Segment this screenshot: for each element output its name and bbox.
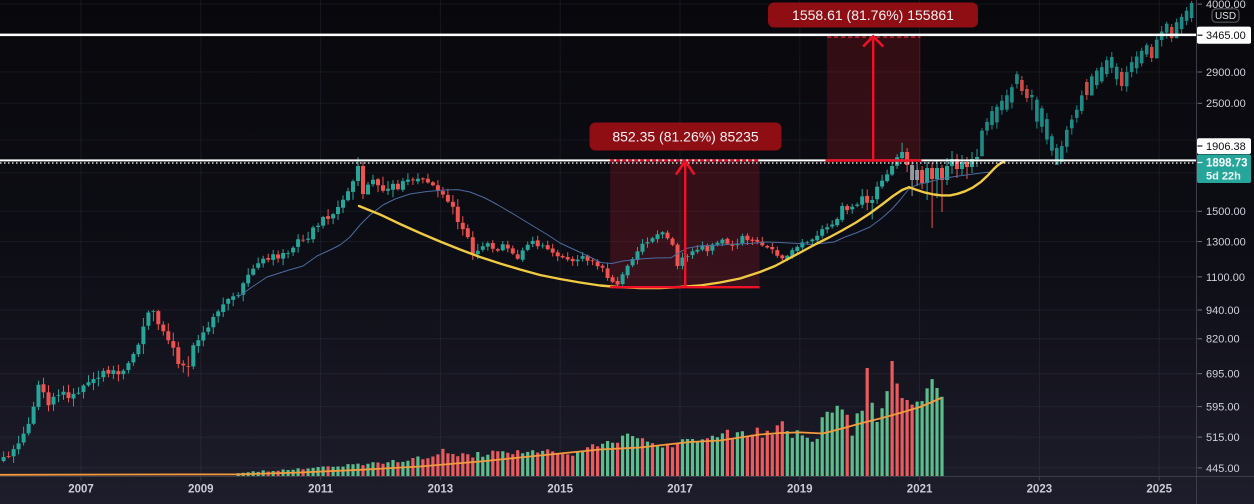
svg-text:USD: USD [1215,11,1236,22]
svg-text:2013: 2013 [428,484,454,496]
svg-text:852.35 (81.26%) 85235: 852.35 (81.26%) 85235 [612,129,759,145]
svg-text:2023: 2023 [1027,484,1053,496]
svg-text:1906.38: 1906.38 [1206,141,1246,153]
svg-text:2011: 2011 [308,484,334,496]
svg-text:2015: 2015 [547,484,573,496]
svg-text:1898.73: 1898.73 [1206,157,1248,169]
svg-text:695.00: 695.00 [1206,369,1240,381]
svg-text:1500.00: 1500.00 [1206,206,1246,218]
svg-text:595.00: 595.00 [1206,402,1240,414]
svg-text:1100.00: 1100.00 [1206,272,1245,284]
svg-text:2900.00: 2900.00 [1206,67,1246,79]
svg-text:2025: 2025 [1146,484,1172,496]
svg-text:2017: 2017 [667,484,693,496]
svg-text:2019: 2019 [787,484,813,496]
svg-text:1300.00: 1300.00 [1206,237,1246,249]
svg-text:2009: 2009 [188,484,214,496]
svg-text:5d 22h: 5d 22h [1206,170,1241,182]
svg-text:2500.00: 2500.00 [1206,98,1246,110]
svg-text:940.00: 940.00 [1206,305,1240,317]
svg-text:3465.00: 3465.00 [1206,30,1246,42]
svg-text:2007: 2007 [68,484,94,496]
svg-text:445.00: 445.00 [1206,463,1240,475]
svg-text:4000.00: 4000.00 [1206,0,1246,11]
svg-text:820.00: 820.00 [1206,334,1240,346]
svg-text:1558.61 (81.76%) 155861: 1558.61 (81.76%) 155861 [792,7,954,23]
svg-text:2021: 2021 [907,484,933,496]
svg-text:515.00: 515.00 [1206,432,1240,444]
